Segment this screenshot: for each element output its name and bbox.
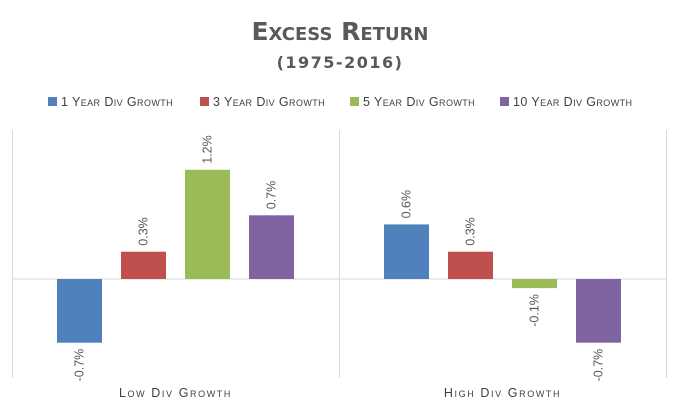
- category-label-high-div-growth: High Div Growth: [444, 386, 561, 400]
- data-label-high-div-growth-5-year-div-growth: -0.1%: [528, 294, 542, 327]
- bar-low-div-growth-3-year-div-growth: [121, 251, 166, 279]
- bar-high-div-growth-10-year-div-growth: [576, 279, 621, 343]
- legend-label-5-year-div-growth: 5 Year Div Growth: [363, 95, 475, 109]
- data-label-low-div-growth-10-year-div-growth: 0.7%: [265, 181, 279, 210]
- data-labels: -0.7% 0.3% 1.2% 0.7% 0.6% 0.3% -0.1% -0.7%: [73, 135, 606, 381]
- legend-swatch-5-year-div-growth: [350, 97, 359, 106]
- category-labels: Low Div Growth High Div Growth: [119, 386, 561, 400]
- legend-label-3-year-div-growth: 3 Year Div Growth: [213, 95, 325, 109]
- bar-high-div-growth-1-year-div-growth: [384, 224, 429, 279]
- category-label-low-div-growth: Low Div Growth: [119, 386, 232, 400]
- bar-low-div-growth-5-year-div-growth: [185, 169, 230, 279]
- data-label-high-div-growth-3-year-div-growth: 0.3%: [464, 217, 478, 246]
- chart-subtitle: (1975-2016): [277, 53, 404, 72]
- legend-label-1-year-div-growth: 1 Year Div Growth: [61, 95, 173, 109]
- legend-swatch-10-year-div-growth: [500, 97, 509, 106]
- axes: [12, 130, 667, 378]
- bar-low-div-growth-1-year-div-growth: [57, 279, 102, 343]
- bars: [57, 169, 621, 343]
- data-label-high-div-growth-10-year-div-growth: -0.7%: [592, 349, 606, 382]
- data-label-low-div-growth-5-year-div-growth: 1.2%: [201, 135, 215, 164]
- bar-high-div-growth-5-year-div-growth: [512, 279, 557, 289]
- data-label-low-div-growth-3-year-div-growth: 0.3%: [137, 217, 151, 246]
- bar-low-div-growth-10-year-div-growth: [249, 215, 294, 279]
- data-label-low-div-growth-1-year-div-growth: -0.7%: [73, 349, 87, 382]
- legend: 1 Year Div Growth 3 Year Div Growth 5 Year…: [48, 95, 632, 109]
- bar-high-div-growth-3-year-div-growth: [448, 251, 493, 279]
- data-label-high-div-growth-1-year-div-growth: 0.6%: [400, 190, 414, 219]
- legend-label-10-year-div-growth: 10 Year Div Growth: [513, 95, 632, 109]
- legend-swatch-1-year-div-growth: [48, 97, 57, 106]
- chart-title: Excess Return: [251, 17, 428, 46]
- legend-swatch-3-year-div-growth: [200, 97, 209, 106]
